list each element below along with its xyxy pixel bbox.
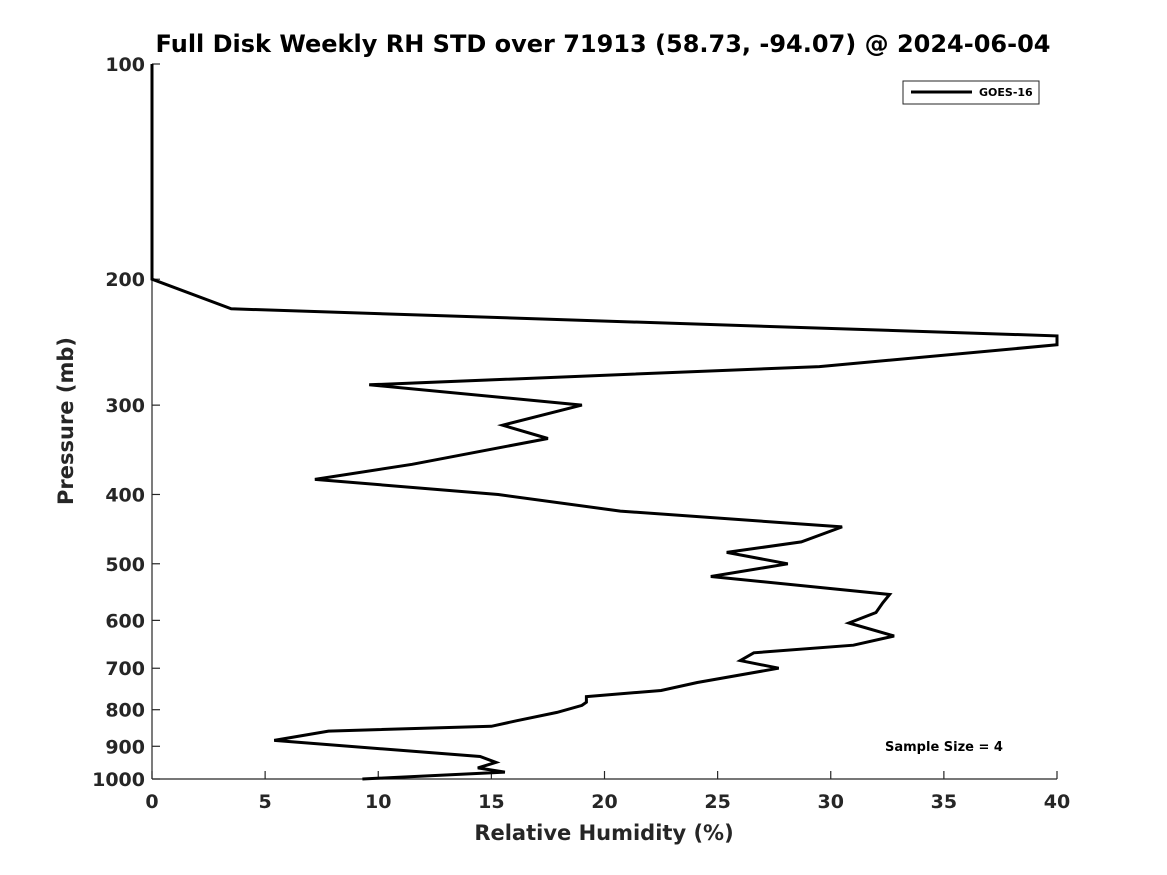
x-tick-label: 25 xyxy=(704,791,730,813)
y-axis: 100 200 300 400 500 600 700 800 900 1000 xyxy=(92,54,160,791)
y-tick-label: 600 xyxy=(105,610,145,632)
y-tick-label: 1000 xyxy=(92,769,145,791)
y-tick-label: 500 xyxy=(105,554,145,576)
y-tick-label: 800 xyxy=(105,700,145,722)
legend: GOES-16 xyxy=(902,80,1040,105)
x-tick-label: 10 xyxy=(365,791,391,813)
y-tick-label: 100 xyxy=(105,54,145,76)
y-tick-label: 700 xyxy=(105,658,145,680)
x-tick-label: 15 xyxy=(478,791,504,813)
y-tick-label: 400 xyxy=(105,484,145,506)
y-tick-label: 200 xyxy=(105,269,145,291)
y-axis-label: Pressure (mb) xyxy=(54,337,78,505)
sample-size-annotation: Sample Size = 4 xyxy=(885,740,1003,755)
x-tick-label: 40 xyxy=(1044,791,1070,813)
legend-label-goes-16: GOES-16 xyxy=(979,86,1033,99)
y-tick-label: 300 xyxy=(105,395,145,417)
x-axis-label: Relative Humidity (%) xyxy=(474,821,733,845)
series-layer xyxy=(150,64,1059,781)
x-tick-label: 5 xyxy=(259,791,272,813)
x-tick-label: 30 xyxy=(818,791,844,813)
y-tick-label: 900 xyxy=(105,736,145,758)
chart-title: Full Disk Weekly RH STD over 71913 (58.7… xyxy=(156,30,1051,58)
x-tick-label: 35 xyxy=(931,791,957,813)
x-tick-label: 0 xyxy=(145,791,158,813)
series-line-goes-16 xyxy=(150,64,1059,781)
x-tick-label: 20 xyxy=(591,791,617,813)
x-axis: 0 5 10 15 20 25 30 35 40 xyxy=(145,771,1070,813)
